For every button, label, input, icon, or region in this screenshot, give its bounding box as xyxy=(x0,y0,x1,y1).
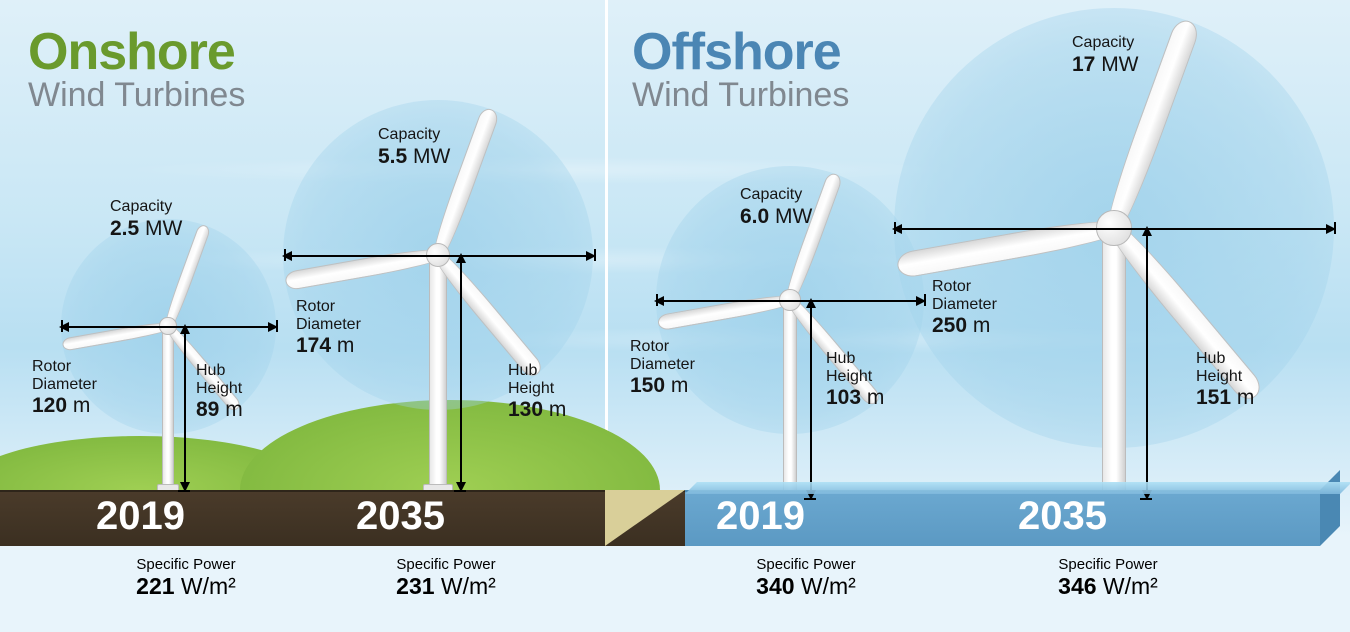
hub-arrow-off35 xyxy=(1146,228,1148,498)
specific-power-off35: Specific Power346 W/m² xyxy=(1018,556,1198,600)
specific-power-value: 346 W/m² xyxy=(1018,573,1198,600)
hub-height-on35: HubHeight130 m xyxy=(508,362,566,422)
rotor-arrow-on35 xyxy=(284,255,594,257)
sand-wedge xyxy=(605,490,685,546)
onshore-title-block: Onshore Wind Turbines xyxy=(28,22,245,115)
specific-power-label: Specific Power xyxy=(356,556,536,573)
hub-height-on19: HubHeight89 m xyxy=(196,362,243,422)
year-onshore-2035: 2035 xyxy=(356,494,445,539)
hub-arrow-off19 xyxy=(810,300,812,498)
specific-power-off19: Specific Power340 W/m² xyxy=(716,556,896,600)
capacity-on19: Capacity2.5 MW xyxy=(110,198,182,241)
rotor-diameter-off19: RotorDiameter150 m xyxy=(630,338,695,398)
capacity-off35: Capacity17 MW xyxy=(1072,34,1139,77)
specific-power-label: Specific Power xyxy=(96,556,276,573)
hub-arrow-on19 xyxy=(184,326,186,490)
specific-power-value: 221 W/m² xyxy=(96,573,276,600)
turbine-tower xyxy=(429,255,446,490)
year-onshore-2019: 2019 xyxy=(96,494,185,539)
turbine-tower xyxy=(162,326,174,490)
offshore-title-block: Offshore Wind Turbines xyxy=(632,22,849,115)
turbine-tower xyxy=(783,300,798,498)
rotor-arrow-on19 xyxy=(61,326,276,328)
specific-power-on19: Specific Power221 W/m² xyxy=(96,556,276,600)
onshore-subtitle: Wind Turbines xyxy=(28,76,245,115)
rotor-diameter-off35: RotorDiameter250 m xyxy=(932,278,997,338)
rotor-diameter-on19: RotorDiameter120 m xyxy=(32,358,97,418)
hub-height-off19: HubHeight103 m xyxy=(826,350,884,410)
rotor-diameter-on35: RotorDiameter174 m xyxy=(296,298,361,358)
specific-power-label: Specific Power xyxy=(716,556,896,573)
offshore-subtitle: Wind Turbines xyxy=(632,76,849,115)
specific-power-value: 340 W/m² xyxy=(716,573,896,600)
hub-height-off35: HubHeight151 m xyxy=(1196,350,1254,410)
year-offshore-2019: 2019 xyxy=(716,494,805,539)
capacity-off19: Capacity6.0 MW xyxy=(740,186,812,229)
infographic-canvas: Onshore Wind Turbines Offshore Wind Turb… xyxy=(0,0,1350,632)
rotor-arrow-off35 xyxy=(894,228,1334,230)
hub-arrow-on35 xyxy=(460,255,462,490)
offshore-title: Offshore xyxy=(632,22,849,82)
specific-power-on35: Specific Power231 W/m² xyxy=(356,556,536,600)
onshore-title: Onshore xyxy=(28,22,245,82)
rotor-arrow-off19 xyxy=(656,300,924,302)
year-offshore-2035: 2035 xyxy=(1018,494,1107,539)
specific-power-label: Specific Power xyxy=(1018,556,1198,573)
turbine-tower xyxy=(1102,228,1126,498)
specific-power-value: 231 W/m² xyxy=(356,573,536,600)
capacity-on35: Capacity5.5 MW xyxy=(378,126,450,169)
panel-divider xyxy=(605,0,608,490)
